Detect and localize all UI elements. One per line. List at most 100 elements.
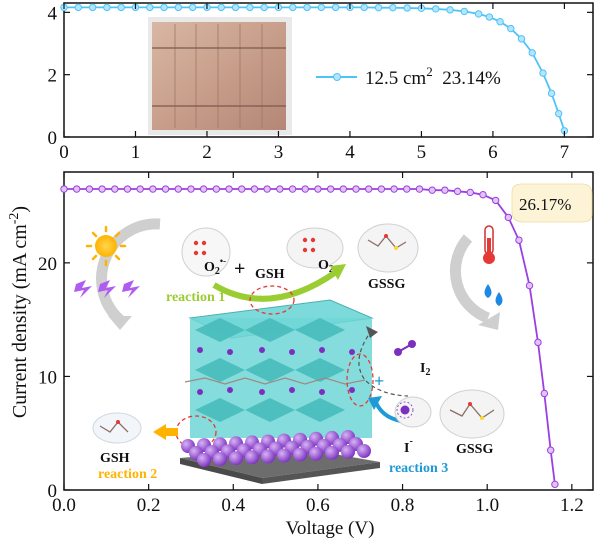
x-tick-label: 3 (274, 142, 284, 163)
data-point (250, 185, 259, 193)
module-photo (148, 17, 292, 135)
data-point (146, 3, 154, 12)
reaction2-label: reaction 2 (98, 467, 157, 482)
data-point (187, 185, 195, 193)
superoxide-label: O (204, 260, 215, 275)
substrate-sphere (293, 447, 307, 462)
gssg-cloud-right: GSSG (439, 389, 505, 457)
data-point (88, 3, 97, 12)
y-tick-label: 4 (48, 3, 58, 24)
data-point (517, 35, 526, 43)
iodine-label: I (420, 361, 425, 376)
data-point (365, 185, 373, 193)
x-tick-label: 0.6 (306, 495, 330, 516)
data-point (60, 185, 68, 193)
y-tick-label: 10 (38, 367, 57, 388)
gssg-right-label: GSSG (456, 442, 493, 457)
data-point (260, 3, 268, 12)
gsh-top-label: GSH (255, 267, 285, 282)
data-point (238, 185, 246, 193)
legend-sup: 2 (426, 64, 433, 79)
light-bolt-icon (74, 280, 140, 298)
gsh-cloud-left: GSH (92, 412, 142, 466)
main-panel: O2•- O2 GSSG + GSH (38, 171, 594, 516)
data-point (539, 69, 547, 77)
data-point (479, 191, 487, 199)
data-point (554, 109, 563, 118)
perovskite-crystal (175, 285, 374, 449)
data-point (136, 185, 144, 193)
data-point (466, 188, 474, 197)
iodide-label: I (404, 441, 409, 456)
reaction3-plus-sign: + (374, 371, 384, 391)
gssg-top-label: GSSG (368, 277, 405, 292)
data-point (160, 3, 168, 12)
data-point (460, 7, 469, 16)
reaction1-label: reaction 1 (166, 290, 225, 305)
data-point (317, 3, 326, 12)
x-tick-label: 0.0 (52, 495, 76, 516)
iodide-sup: - (409, 436, 412, 447)
data-point (403, 4, 411, 12)
data-point (246, 3, 254, 12)
data-point (415, 185, 424, 193)
iodine-sub: 2 (425, 367, 430, 378)
data-point (72, 185, 81, 193)
data-point (546, 446, 555, 454)
substrate-sphere (245, 450, 259, 465)
data-point (85, 185, 94, 193)
x-tick-label: 5 (417, 142, 427, 163)
thermometer-icon (483, 225, 495, 264)
data-point (314, 185, 322, 193)
data-point (389, 3, 397, 12)
data-point (174, 185, 182, 193)
top-series (60, 3, 569, 135)
data-point (540, 389, 549, 398)
data-point (441, 186, 449, 194)
x-tick-label: 1.0 (475, 495, 499, 516)
data-point (326, 185, 335, 193)
svg-text:O2: O2 (318, 258, 334, 275)
legend-efficiency: 23.14% (433, 68, 501, 89)
substrate-sphere (309, 446, 323, 461)
main-plot-frame (63, 171, 594, 491)
data-point (432, 5, 440, 13)
data-point (74, 3, 82, 12)
sun-icon (85, 225, 127, 267)
x-tick-label: 0.8 (391, 495, 415, 516)
substrate-sphere (213, 452, 227, 467)
data-point (390, 185, 398, 193)
data-point (485, 13, 494, 21)
data-point (123, 185, 132, 193)
iodide-bubble: I- (394, 396, 432, 456)
iodine-molecule: I2 (394, 340, 430, 378)
y-tick-label: 0 (48, 481, 58, 502)
data-point (188, 3, 197, 12)
data-point (111, 185, 119, 193)
data-point (360, 3, 368, 12)
substrate-layer (180, 430, 380, 484)
data-point (263, 185, 271, 193)
data-point (507, 24, 515, 33)
svg-text:I2: I2 (420, 361, 430, 378)
data-point (225, 185, 233, 193)
data-point (453, 187, 462, 196)
x-axis-label: Voltage (V) (286, 518, 375, 539)
reaction1-plus-sign: + (234, 258, 245, 280)
data-point (217, 3, 225, 12)
superoxide-bubble: O2•- (181, 227, 231, 277)
data-point (428, 186, 436, 194)
x-tick-label: 6 (488, 142, 498, 163)
data-point (551, 480, 559, 489)
data-point (289, 3, 297, 12)
y-tick-label: 2 (48, 66, 58, 87)
data-point (491, 196, 500, 205)
x-tick-label: 0.2 (137, 495, 161, 516)
data-point (377, 185, 386, 193)
substrate-sphere (197, 453, 211, 467)
data-point (288, 185, 297, 193)
svg-text:I-: I- (404, 436, 413, 456)
data-point (161, 185, 170, 193)
data-point (352, 185, 360, 193)
top-legend: 12.5 cm2 23.14% (316, 64, 501, 89)
